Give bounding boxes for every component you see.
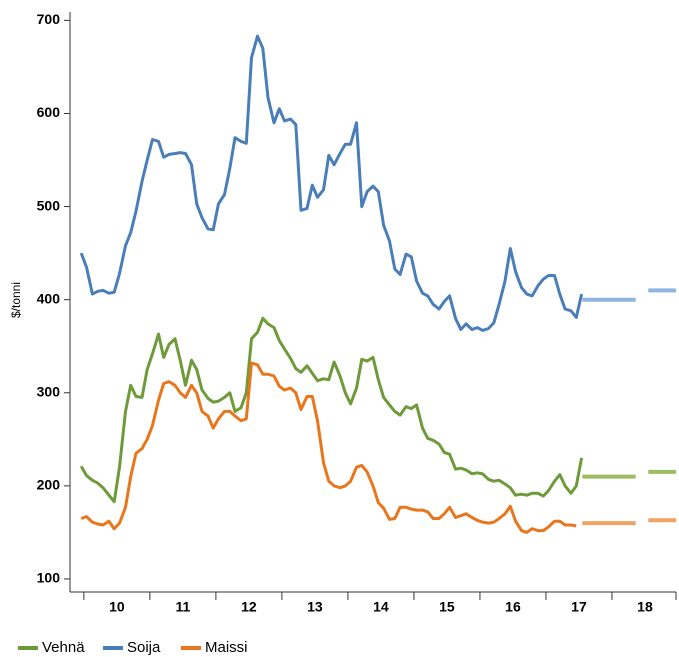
y-tick-label: 600	[37, 104, 61, 120]
forecast-line	[582, 518, 676, 526]
legend-label: Soija	[127, 639, 161, 656]
y-tick-label: 300	[37, 383, 61, 399]
series-line	[79, 316, 584, 504]
x-tick-label: 10	[109, 599, 125, 615]
x-tick-label: 13	[307, 599, 323, 615]
x-tick-label: 17	[571, 599, 587, 615]
legend-label: Vehnä	[42, 639, 85, 656]
y-tick-label: 200	[37, 477, 61, 493]
y-tick-label: 100	[37, 570, 61, 586]
x-tick-label: 16	[505, 599, 521, 615]
y-tick-label: 500	[37, 197, 61, 213]
legend-label: Maissi	[205, 639, 248, 656]
forecast-line	[582, 288, 676, 302]
series-line	[80, 361, 577, 534]
x-tick-label: 11	[175, 599, 190, 615]
x-tick-label: 18	[637, 599, 653, 615]
series-line	[79, 34, 584, 332]
y-tick-label: 700	[37, 11, 61, 27]
x-tick-label: 14	[373, 599, 389, 615]
forecast-line	[582, 469, 676, 479]
y-axis-label: $/tonni	[9, 282, 23, 318]
x-tick-label: 15	[439, 599, 455, 615]
y-tick-label: 400	[37, 290, 61, 306]
x-tick-label: 12	[241, 599, 257, 615]
